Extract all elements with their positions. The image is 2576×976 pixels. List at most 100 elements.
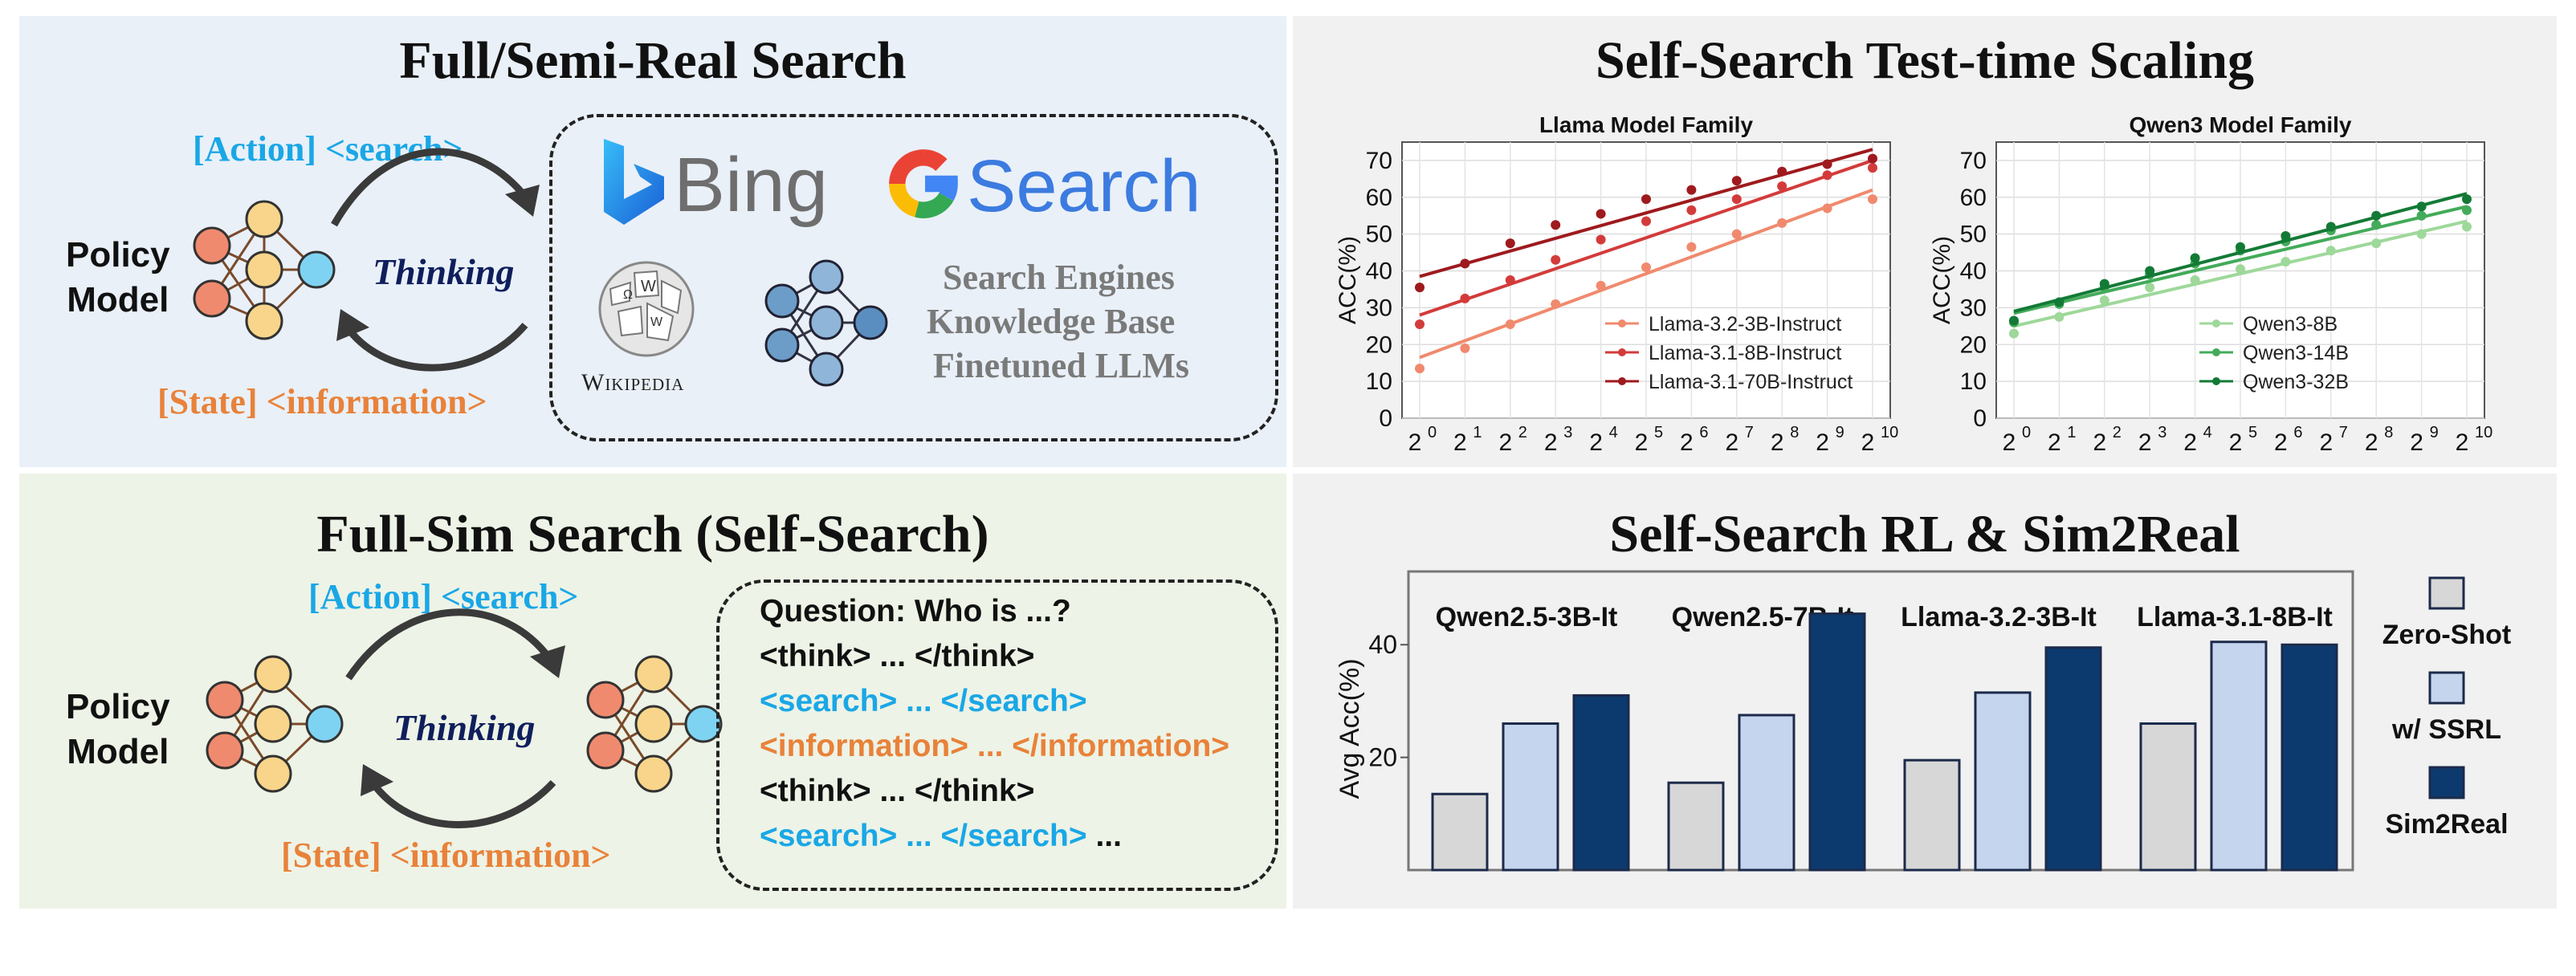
x-tick-label: 2 bbox=[2183, 429, 2197, 456]
category-label: Qwen2.5-3B-It bbox=[1436, 602, 1618, 632]
action-label: [Action] <search> bbox=[193, 129, 463, 169]
data-point bbox=[1460, 343, 1470, 353]
x-tick-exponent: 10 bbox=[1881, 424, 1898, 441]
real-search-loop-graphic bbox=[193, 148, 540, 372]
loop-arrow-top bbox=[345, 608, 552, 681]
source-knowledge-base: Knowledge Base bbox=[927, 302, 1176, 341]
data-point bbox=[1777, 218, 1787, 228]
legend-swatch bbox=[2428, 671, 2465, 705]
x-tick-exponent: 4 bbox=[1609, 424, 1618, 441]
bar bbox=[1502, 722, 1559, 872]
x-tick-label: 2 bbox=[1771, 429, 1784, 456]
data-point bbox=[2145, 266, 2155, 276]
loop-arrow-bottom bbox=[345, 323, 528, 372]
data-point bbox=[2416, 229, 2427, 239]
data-point bbox=[2280, 230, 2291, 241]
x-tick-exponent: 10 bbox=[2475, 424, 2492, 441]
data-point bbox=[1822, 203, 1832, 214]
x-tick-exponent: 3 bbox=[2158, 424, 2166, 441]
legend-marker bbox=[1618, 319, 1626, 327]
series-fit-line bbox=[2013, 205, 2468, 315]
self-search-panel: Full-Sim Search (Self-Search) [Action] <… bbox=[19, 474, 1286, 909]
legend-label: Llama-3.2-3B-Instruct bbox=[1649, 313, 1841, 336]
svg-text:W: W bbox=[650, 315, 663, 329]
y-tick-label: 60 bbox=[1366, 185, 1392, 211]
svg-text:W: W bbox=[641, 278, 656, 295]
data-point bbox=[2280, 257, 2291, 267]
data-point bbox=[2099, 295, 2109, 306]
data-point bbox=[2371, 210, 2382, 221]
x-tick-label: 2 bbox=[1408, 429, 1422, 456]
y-tick-label: 20 bbox=[1368, 743, 1397, 772]
data-point bbox=[1822, 159, 1832, 169]
svg-text:Ω: Ω bbox=[623, 288, 633, 302]
category-label: Llama-3.1-8B-It bbox=[2137, 602, 2333, 632]
data-point bbox=[2190, 253, 2200, 263]
sim2real-title: Self-Search RL & Sim2Real bbox=[1609, 505, 2240, 563]
data-point bbox=[1505, 238, 1515, 249]
legend-label: Zero-Shot bbox=[2382, 620, 2512, 650]
transcript-line: <information> ... </information> bbox=[760, 729, 1230, 763]
policy-network-icon bbox=[206, 655, 344, 793]
data-point bbox=[2462, 194, 2472, 205]
data-point bbox=[1596, 280, 1606, 291]
data-point bbox=[1415, 364, 1425, 374]
self-search-loop-graphic bbox=[206, 608, 723, 828]
data-point bbox=[2009, 328, 2019, 339]
data-point bbox=[1731, 229, 1742, 239]
data-point bbox=[1641, 216, 1651, 226]
y-tick-label: 50 bbox=[1960, 222, 1987, 248]
self-search-transcript-box bbox=[716, 580, 1278, 891]
y-tick-label: 10 bbox=[1960, 368, 1987, 395]
data-point bbox=[2462, 205, 2472, 215]
real-sources-box bbox=[549, 114, 1278, 441]
data-point bbox=[1415, 319, 1425, 330]
data-point bbox=[1641, 262, 1651, 272]
data-point bbox=[2236, 264, 2245, 274]
legend-label: Qwen3-32B bbox=[2243, 371, 2349, 393]
data-point bbox=[1777, 181, 1787, 192]
policy-network-icon bbox=[193, 200, 336, 340]
x-tick-label: 2 bbox=[2048, 429, 2061, 456]
y-axis-label: ACC(%) bbox=[1335, 236, 1361, 324]
legend-label: Llama-3.1-70B-Instruct bbox=[1649, 371, 1853, 393]
legend-swatch bbox=[2428, 766, 2465, 799]
data-point bbox=[1596, 209, 1606, 219]
data-point bbox=[1868, 194, 1877, 205]
self-search-title: Full-Sim Search (Self-Search) bbox=[316, 505, 989, 563]
data-point bbox=[1505, 319, 1515, 330]
x-tick-label: 2 bbox=[2138, 429, 2152, 456]
x-tick-label: 2 bbox=[1861, 429, 1875, 456]
transcript-line: <think> ... </think> bbox=[760, 639, 1035, 673]
x-tick-exponent: 2 bbox=[1518, 424, 1527, 441]
sim2real-panel: Self-Search RL & Sim2Real 20 40 Avg Acc(%)… bbox=[1293, 474, 2557, 909]
data-point bbox=[1822, 170, 1832, 181]
x-tick-exponent: 1 bbox=[2067, 424, 2076, 441]
bar bbox=[1903, 758, 1961, 872]
legend-marker bbox=[2212, 377, 2220, 385]
y-axis-label: Avg Acc(%) bbox=[1335, 658, 1365, 799]
real-search-panel: Full/Semi-Real Search [Action] <search> … bbox=[19, 16, 1286, 467]
real-search-title: Full/Semi-Real Search bbox=[399, 31, 907, 90]
series-fit-line bbox=[1419, 159, 1873, 317]
data-point bbox=[2236, 242, 2245, 252]
x-tick-label: 2 bbox=[1635, 429, 1649, 456]
x-tick-exponent: 0 bbox=[2022, 424, 2031, 441]
bar bbox=[2280, 643, 2338, 872]
x-tick-label: 2 bbox=[1725, 429, 1738, 456]
loop-arrow-top bbox=[331, 148, 528, 227]
source-search-engines: Search Engines bbox=[943, 258, 1175, 297]
x-tick-label: 2 bbox=[1680, 429, 1694, 456]
data-point bbox=[1686, 185, 1697, 195]
y-tick-label: 40 bbox=[1368, 630, 1397, 659]
x-tick-label: 2 bbox=[1453, 429, 1467, 456]
bar bbox=[1667, 781, 1725, 872]
legend-label: Qwen3-14B bbox=[2243, 342, 2349, 364]
bar bbox=[1808, 612, 1866, 872]
y-tick-label: 70 bbox=[1366, 148, 1392, 174]
legend-label: Llama-3.1-8B-Instruct bbox=[1649, 342, 1841, 364]
bar bbox=[2044, 646, 2102, 872]
wikipedia-globe-icon: W Ω W bbox=[598, 261, 695, 357]
series-fit-line bbox=[1419, 148, 1873, 279]
